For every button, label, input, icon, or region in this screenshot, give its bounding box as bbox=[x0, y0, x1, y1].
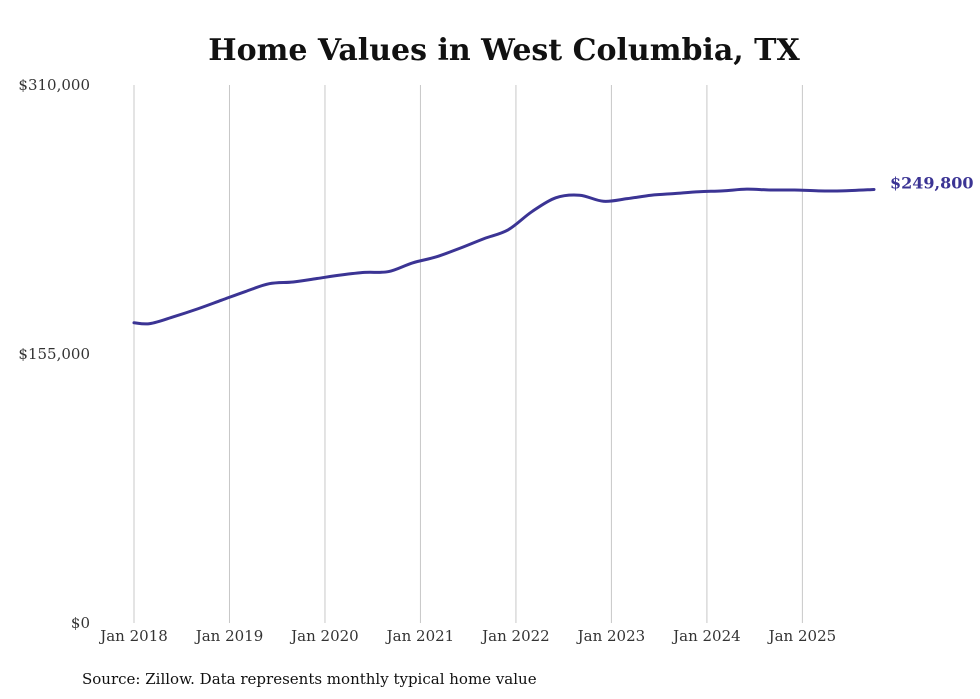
y-tick-label: $0 bbox=[71, 614, 90, 632]
x-tick-label: Jan 2023 bbox=[576, 627, 646, 645]
y-tick-label: $310,000 bbox=[18, 76, 90, 94]
x-tick-label: Jan 2018 bbox=[98, 627, 168, 645]
series-layer bbox=[132, 187, 876, 326]
end-value-label: $249,800 bbox=[890, 173, 974, 192]
chart-title: Home Values in West Columbia, TX bbox=[208, 33, 800, 68]
y-tick-label: $155,000 bbox=[18, 345, 90, 363]
x-tick-label: Jan 2024 bbox=[671, 627, 741, 645]
x-tick-label: Jan 2021 bbox=[385, 627, 455, 645]
home-value-line bbox=[132, 187, 876, 326]
x-tick-label: Jan 2022 bbox=[480, 627, 550, 645]
grid-lines bbox=[133, 85, 803, 623]
y-axis-ticks: $0 $155,000 $310,000 bbox=[18, 76, 90, 632]
x-axis-ticks: Jan 2018 Jan 2019 Jan 2020 Jan 2021 Jan 2022… bbox=[98, 627, 836, 645]
x-tick-label: Jan 2020 bbox=[289, 627, 359, 645]
source-note: Source: Zillow. Data represents monthly … bbox=[82, 670, 537, 688]
x-tick-label: Jan 2025 bbox=[767, 627, 837, 645]
x-tick-label: Jan 2019 bbox=[194, 627, 264, 645]
